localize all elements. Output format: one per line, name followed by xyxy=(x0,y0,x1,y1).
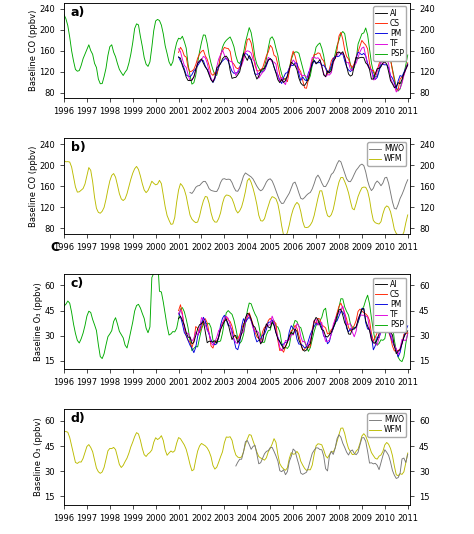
Text: b): b) xyxy=(71,141,86,154)
Text: a): a) xyxy=(71,5,85,19)
Y-axis label: Baseline O₃ (ppbv): Baseline O₃ (ppbv) xyxy=(34,418,43,496)
Legend: MWO, WFM: MWO, WFM xyxy=(367,142,406,166)
Text: d): d) xyxy=(71,412,86,425)
Legend: AI, CS, PM, TF, PSP: AI, CS, PM, TF, PSP xyxy=(373,6,406,61)
Y-axis label: Baseline O₃ (ppbv): Baseline O₃ (ppbv) xyxy=(34,282,43,361)
Legend: MWO, WFM: MWO, WFM xyxy=(367,413,406,437)
Text: c): c) xyxy=(71,277,84,289)
Y-axis label: Baseline CO (ppbv): Baseline CO (ppbv) xyxy=(29,145,38,226)
Y-axis label: Baseline CO (ppbv): Baseline CO (ppbv) xyxy=(29,10,38,91)
Legend: AI, CS, PM, TF, PSP: AI, CS, PM, TF, PSP xyxy=(373,278,406,332)
Text: C: C xyxy=(50,241,59,254)
